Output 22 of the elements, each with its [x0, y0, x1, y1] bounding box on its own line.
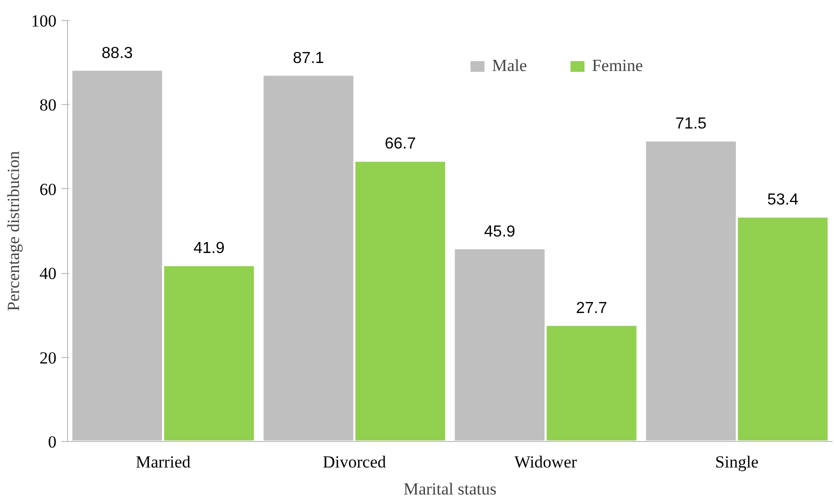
data-label: 53.4	[767, 192, 798, 209]
y-tick-label: 60	[40, 180, 56, 199]
x-tick-label: Married	[136, 452, 191, 472]
legend-label: Femine	[592, 56, 643, 76]
data-label: 41.9	[193, 240, 225, 258]
x-tick-label: Divorced	[322, 452, 386, 472]
y-tick-label: 40	[40, 264, 56, 284]
x-tick-label: Single	[715, 452, 759, 472]
x-tick-label: Widower	[514, 452, 578, 472]
x-axis-title: Marital status	[403, 480, 497, 498]
data-label: 88.3	[102, 44, 133, 62]
data-label: 45.9	[484, 223, 516, 240]
data-label: 71.5	[675, 115, 707, 132]
y-tick-label: 80	[40, 96, 56, 115]
y-tick-label: 20	[40, 348, 56, 368]
data-label: 27.7	[576, 300, 608, 317]
y-tick-label: 100	[31, 12, 56, 30]
data-label: 87.1	[292, 50, 324, 67]
y-tick-label: 0	[48, 432, 56, 452]
data-label: 66.7	[384, 136, 416, 153]
legend-label: Male	[492, 56, 527, 76]
y-axis-title: Percentage distribucion	[4, 150, 23, 312]
